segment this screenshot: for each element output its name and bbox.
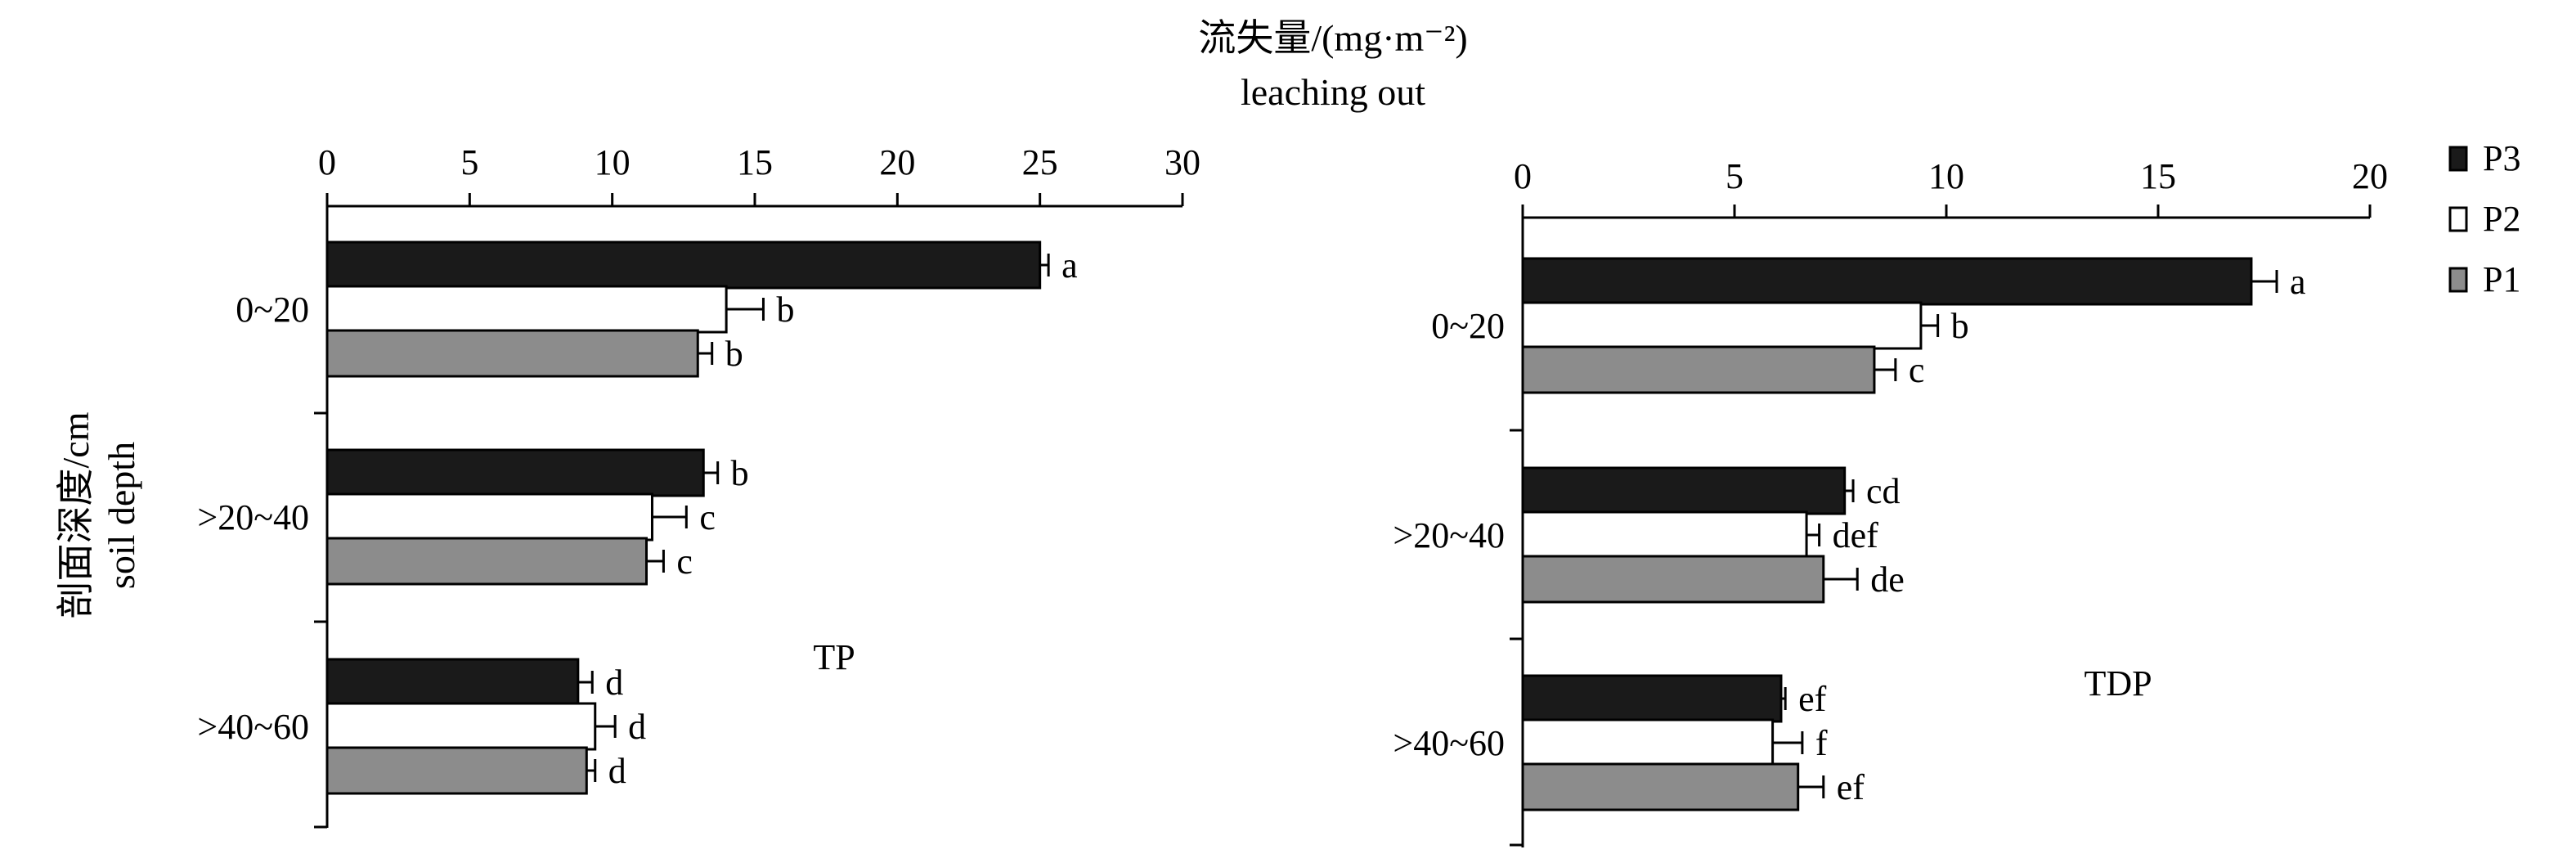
tp-bar-p1-1 bbox=[325, 329, 699, 378]
tp-x-tick-label: 5 bbox=[460, 142, 478, 182]
tp-bar-p3-1 bbox=[325, 240, 1042, 290]
legend-label-p1: P1 bbox=[2483, 259, 2520, 299]
tdp-x-tick-label: 20 bbox=[2352, 156, 2388, 196]
tp-x-tick-label: 20 bbox=[879, 142, 915, 182]
tdp-sig-label: b bbox=[1951, 306, 1969, 346]
tdp-panel-label: TDP bbox=[2084, 663, 2152, 703]
legend-label-p3: P3 bbox=[2483, 138, 2520, 178]
tdp-bar-p2-2 bbox=[1521, 510, 1808, 560]
tdp-bar-p3-1 bbox=[1521, 257, 2253, 306]
tdp-bar-p3-2 bbox=[1521, 466, 1847, 515]
tp-bar-p3-2 bbox=[325, 448, 705, 497]
tdp-x-tick-label: 0 bbox=[1514, 156, 1532, 196]
legend-swatch-p3 bbox=[2448, 146, 2468, 172]
tp-x-tick-label: 15 bbox=[737, 142, 773, 182]
y-axis-title: 剖面深度/cm soil depth bbox=[55, 411, 142, 618]
tdp-bar-p1-2 bbox=[1521, 555, 1825, 604]
y-axis-title-en: soil depth bbox=[101, 442, 142, 589]
legend: P3 P2 P1 bbox=[2448, 138, 2520, 299]
tp-sig-label: d bbox=[628, 707, 646, 747]
tdp-sig-label: cd bbox=[1866, 471, 1901, 511]
tdp-sig-label: ef bbox=[1837, 767, 1865, 807]
tdp-sig-label: c bbox=[1909, 350, 1925, 390]
tdp-x-tick-label: 10 bbox=[1928, 156, 1964, 196]
tdp-category-label: 0~20 bbox=[1431, 306, 1505, 346]
tp-sig-label: b bbox=[776, 290, 794, 330]
tdp-bar-p2-1 bbox=[1521, 301, 1923, 350]
tdp-bar-p2-3 bbox=[1521, 718, 1775, 767]
y-axis-title-cn: 剖面深度/cm bbox=[55, 411, 96, 618]
tdp-bar-p1-1 bbox=[1521, 345, 1876, 394]
tp-x-tick-label: 0 bbox=[318, 142, 336, 182]
tp-bar-p1-2 bbox=[325, 537, 648, 586]
tp-sig-label: c bbox=[676, 542, 693, 582]
tdp-x-tick-label: 5 bbox=[1726, 156, 1744, 196]
tdp-category-label: >20~40 bbox=[1393, 515, 1505, 555]
tp-sig-label: a bbox=[1061, 245, 1078, 285]
tdp-sig-label: de bbox=[1870, 560, 1905, 600]
tdp-bar-p1-3 bbox=[1521, 762, 1800, 811]
top-subtitle: leaching out bbox=[1241, 71, 1425, 113]
tdp-x-tick-label: 15 bbox=[2140, 156, 2176, 196]
tp-x-tick-label: 10 bbox=[595, 142, 631, 182]
tp-category-label: 0~20 bbox=[236, 290, 309, 330]
tp-bar-p1-3 bbox=[325, 746, 588, 795]
tdp-sig-label: ef bbox=[1798, 679, 1827, 719]
tp-category-label: >20~40 bbox=[197, 497, 309, 537]
tp-x-tick-label: 25 bbox=[1022, 142, 1058, 182]
tdp-sig-label: def bbox=[1833, 515, 1879, 555]
tp-sig-label: d bbox=[608, 751, 626, 791]
tp-sig-label: d bbox=[605, 663, 623, 703]
tp-sig-label: b bbox=[725, 334, 743, 374]
legend-label-p2: P2 bbox=[2483, 199, 2520, 239]
tdp-sig-label: f bbox=[1815, 723, 1828, 763]
legend-swatch-p2 bbox=[2448, 206, 2468, 232]
tp-panel-label: TP bbox=[813, 637, 855, 677]
tp-sig-label: b bbox=[731, 453, 749, 493]
tp-bar-p3-3 bbox=[325, 658, 580, 707]
tp-sig-label: c bbox=[699, 497, 716, 537]
tp-category-label: >40~60 bbox=[197, 707, 309, 747]
tp-x-tick-label: 30 bbox=[1165, 142, 1200, 182]
tdp-bar-p3-3 bbox=[1521, 674, 1783, 723]
top-title: 流失量/(mg·m⁻²) bbox=[1198, 17, 1467, 59]
tp-bar-p2-1 bbox=[325, 285, 728, 334]
legend-swatch-p1 bbox=[2448, 267, 2468, 293]
tdp-category-label: >40~60 bbox=[1393, 723, 1505, 763]
tdp-sig-label: a bbox=[2290, 262, 2306, 302]
tp-bar-p2-3 bbox=[325, 702, 597, 751]
tp-bar-p2-2 bbox=[325, 492, 653, 542]
